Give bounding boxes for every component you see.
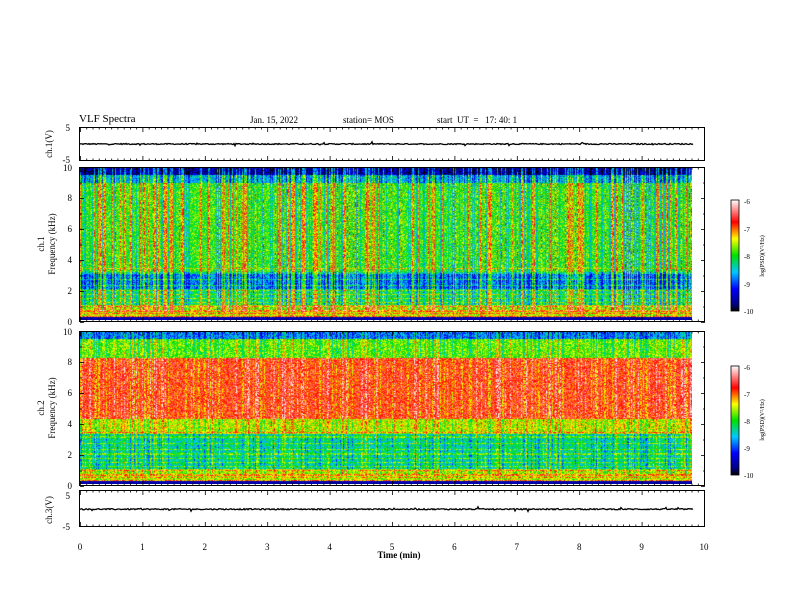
cb1-tick-m10: -10 [744,308,754,316]
ch2spec-ytick-4: 4 [68,419,73,429]
ch2-spectrogram-ylabel: Frequency (kHz) [47,377,57,438]
ch2spec-ytick-0: 0 [68,481,73,491]
x-tick-label-6: 6 [452,542,457,552]
date-label: Jan. 15, 2022 [250,115,298,125]
cb1-label: log(PSD)(V²/Hz) [759,235,766,276]
x-tick-label-3: 3 [265,542,270,552]
ch3-ytick-top: 5 [66,491,71,501]
ch1-waveform-ylabel: ch.1(V) [44,130,54,158]
ch1-colorbar [730,199,740,312]
ch1-spectrogram-ylabel: Frequency (kHz) [47,213,57,274]
axis-ticks [80,127,705,527]
x-tick-label-7: 7 [515,542,520,552]
wave1-path [79,140,694,148]
ch1spec-ytick-10: 10 [63,163,73,173]
ch1spec-ytick-2: 2 [68,286,73,296]
cb2-tick-m8: -8 [744,418,750,426]
ch2spec-ytick-2: 2 [68,450,73,460]
ch2-spectrogram-image [79,331,692,484]
station-label: station= MOS [343,115,394,125]
ch2-spectrogram-frame [79,331,705,486]
cb1-tick-m9: -9 [744,281,750,289]
x-tick-label-2: 2 [203,542,208,552]
ch3-waveform-trace [79,505,694,514]
ch1spec-ytick-0: 0 [68,317,73,327]
ch3-ytick-bottom: -5 [63,522,71,532]
page-title: VLF Spectra [79,113,136,125]
start-time-label: start UT = 17: 40: 1 [437,115,518,125]
cb1-tick-m7: -7 [744,226,750,234]
x-tick-label-10: 10 [700,542,710,552]
ch3-waveform-ylabel: ch.3(V) [44,496,54,524]
ch1spec-ytick-8: 8 [68,193,73,203]
cb2-label: log(PSD)(V²/Hz) [759,399,766,440]
x-tick-label-1: 1 [140,542,145,552]
ch1-spectrogram-image [79,167,692,320]
cb1-tick-m6: -6 [744,198,750,206]
cb2-tick-m7: -7 [744,391,750,399]
x-tick-label-4: 4 [327,542,332,552]
ch1-ytick-top: 5 [66,123,71,133]
ch1-waveform-trace [79,140,694,148]
ch2spec-ytick-10: 10 [63,327,73,337]
ch1spec-ytick-6: 6 [68,224,73,234]
cb2-tick-m10: -10 [744,472,754,480]
ch2spec-ytick-8: 8 [68,357,73,367]
ch1-ytick-bottom: -5 [63,155,71,165]
x-tick-label-8: 8 [577,542,582,552]
ch2spec-ytick-6: 6 [68,388,73,398]
cb2-tick-m9: -9 [744,445,750,453]
ch1-waveform-frame [79,127,705,161]
x-tick-label-9: 9 [639,542,644,552]
x-tick-label-5: 5 [390,542,395,552]
ch2-colorbar [730,365,740,476]
ch1-spectrogram-ylabel-ch: ch.1 [36,236,46,251]
ch2-spectrogram-ylabel-ch: ch.2 [36,400,46,415]
ch3-waveform-frame [79,490,705,527]
cb1-tick-m8: -8 [744,253,750,261]
cb2-tick-m6: -6 [744,364,750,372]
ch1spec-ytick-4: 4 [68,255,73,265]
x-axis-label: Time (min) [377,550,420,560]
ch1-spectrogram-frame [79,167,705,322]
wave3-path [79,505,694,514]
x-tick-label-0: 0 [78,542,83,552]
